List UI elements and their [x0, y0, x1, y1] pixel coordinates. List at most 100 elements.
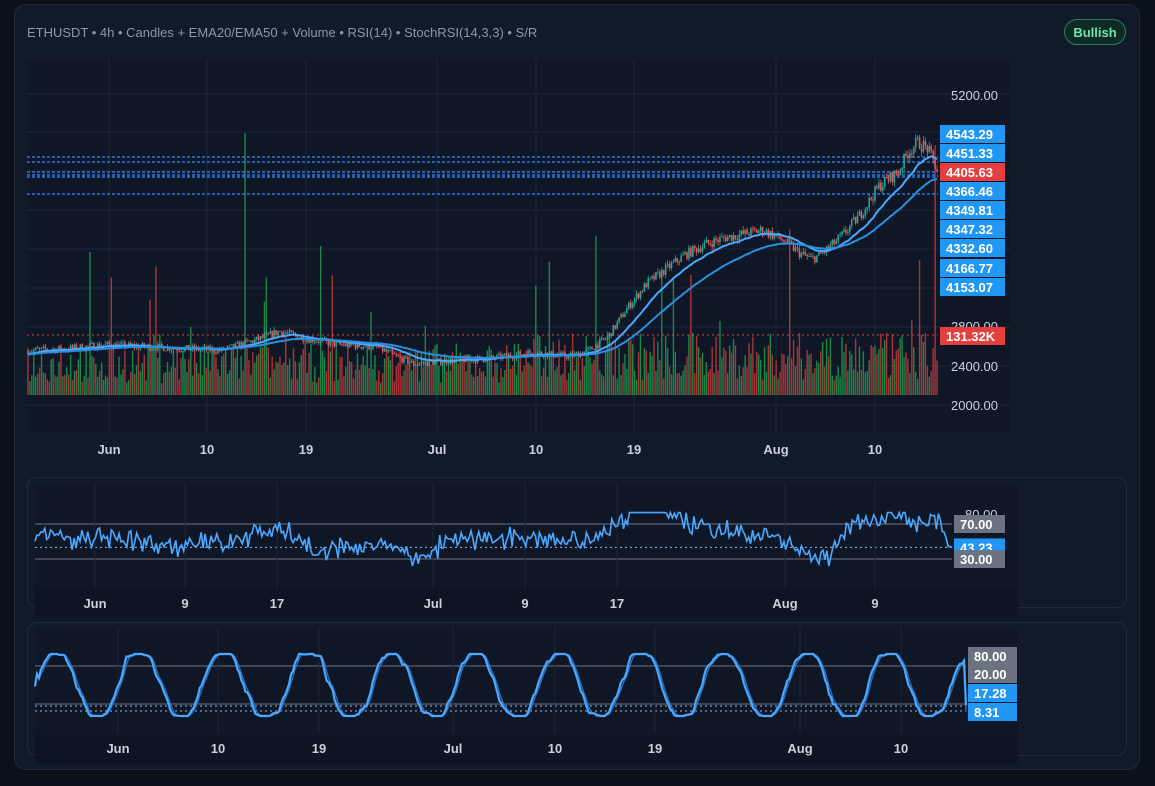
candle-body [922, 141, 925, 152]
volume-bar [290, 378, 293, 395]
volume-bar [643, 347, 646, 395]
volume-bar [934, 145, 936, 395]
volume-bar [110, 277, 113, 395]
volume-bar [279, 356, 281, 395]
volume-bar [133, 373, 136, 395]
volume-bar [85, 346, 87, 395]
volume-bar [620, 375, 622, 395]
candle-body [385, 349, 388, 352]
candle-body [893, 170, 896, 183]
candle-body [329, 340, 332, 346]
volume-bar [310, 343, 312, 395]
volume-bar [909, 373, 911, 395]
candle-body [878, 182, 880, 189]
candle-body [604, 338, 607, 340]
volume-bar [876, 353, 878, 395]
volume-bar [281, 364, 283, 395]
volume-bar [808, 354, 810, 395]
volume-bar [806, 350, 808, 395]
candle-body [91, 342, 93, 344]
price-x-axis [27, 432, 1010, 464]
candle-body [304, 341, 306, 343]
volume-bar [335, 349, 337, 395]
candle-body [595, 344, 597, 351]
volume-bar [736, 378, 739, 395]
volume-bar [263, 301, 266, 395]
candle-body [38, 348, 41, 350]
volume-bar [783, 354, 785, 395]
candle-body [129, 342, 132, 345]
candle-body [370, 348, 372, 350]
volume-bar [412, 361, 415, 395]
candle-body [591, 347, 593, 350]
candle-body [757, 230, 760, 233]
stoch-d-tag-bg [968, 703, 1017, 721]
volume-bar [422, 367, 425, 395]
volume-bar [556, 366, 558, 395]
stochrsi-lines [33, 652, 968, 718]
volume-bar [164, 372, 167, 395]
volume-bar [494, 362, 496, 395]
stoch-k-tag: 17.28 [968, 684, 1017, 702]
volume-bar [242, 370, 244, 395]
x-tick: Jul [444, 741, 463, 756]
volume-bar [763, 347, 766, 395]
volume-bar [825, 338, 828, 395]
sr-level-tag: 4451.33 [940, 144, 1005, 162]
x-tick: 19 [627, 442, 641, 457]
candle-body [798, 248, 801, 258]
candle-body [816, 255, 818, 263]
candle-body [827, 246, 830, 249]
candle-body [346, 343, 349, 348]
candle-body [391, 350, 394, 354]
candle-body [575, 352, 578, 354]
volume-bar [188, 359, 190, 395]
volume-bar [601, 374, 603, 395]
sr-level-tag-bg [940, 125, 1005, 143]
volume-bar [306, 372, 308, 395]
stochrsi-tags: 80.00 20.00 17.28 8.31 [968, 647, 1017, 721]
candle-body [348, 341, 351, 348]
volume-bar [905, 352, 907, 395]
volume-bar [519, 357, 521, 395]
volume-bar [228, 370, 231, 395]
volume-bar [271, 356, 273, 395]
candle-body [928, 146, 931, 153]
candle-body [31, 351, 33, 353]
volume-bar [219, 376, 221, 395]
volume-bar [688, 334, 690, 395]
candle-body [93, 342, 95, 350]
volume-bar [820, 351, 822, 395]
volume-bar [64, 374, 66, 395]
candle-body [695, 248, 698, 253]
volume-bar [847, 370, 849, 395]
volume-bar [725, 350, 727, 395]
volume-bar [362, 355, 364, 395]
volume-bar [610, 343, 613, 395]
volume-bar [862, 351, 865, 395]
candle-body [692, 245, 694, 257]
x-tick: 10 [200, 442, 214, 457]
volume-bar [203, 343, 206, 395]
candle-body [655, 272, 657, 280]
candle-body [275, 330, 277, 335]
volume-bar [628, 339, 630, 395]
candle-body [881, 186, 884, 191]
stoch-20-tag: 20.00 [968, 665, 1017, 683]
candle-body [907, 155, 909, 159]
volume-bar [248, 360, 250, 395]
candle-body [211, 348, 213, 352]
candle-body [372, 344, 374, 349]
candle-body [880, 182, 882, 191]
sr-level-tag-label: 4349.81 [946, 203, 993, 218]
volume-bar [269, 377, 271, 395]
rsi-plot-area[interactable] [35, 484, 1018, 588]
volume-bar [870, 345, 872, 395]
volume-bar [548, 261, 551, 395]
volume-bar [77, 359, 80, 395]
volume-bar [329, 351, 332, 395]
stochrsi-plot-area[interactable] [35, 628, 1018, 734]
volume-bar [694, 373, 696, 395]
volume-bar [821, 342, 824, 395]
